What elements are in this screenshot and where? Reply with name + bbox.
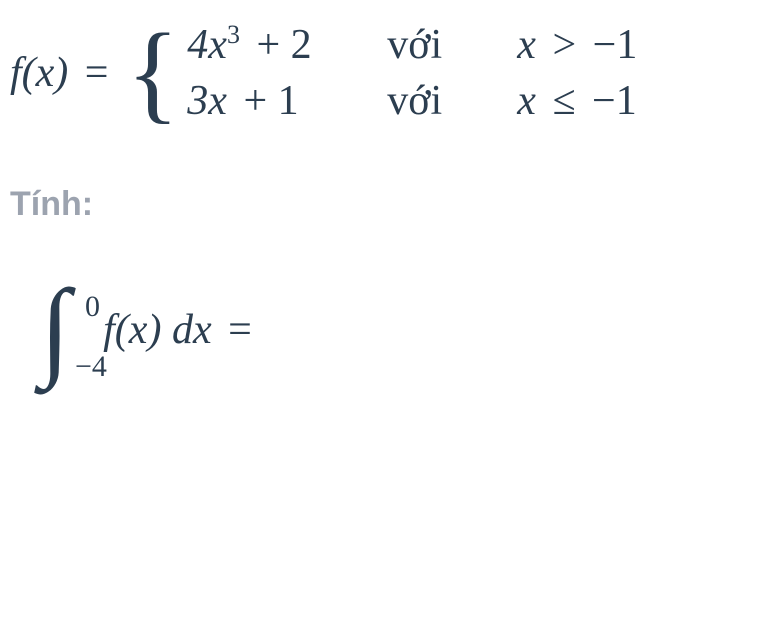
expr-1-exponent: 3 [227, 20, 240, 49]
expr-1-rest: + 2 [246, 22, 312, 68]
expr-2-base: 3x [187, 78, 227, 124]
case-2-expression: 3x + 1 [187, 77, 387, 125]
left-brace: { [126, 23, 179, 122]
cond-1-val: −1 [593, 22, 638, 68]
expr-1-base: 4x [187, 22, 227, 68]
differential: dx [161, 307, 211, 353]
integral-upper-bound: 0 [85, 290, 100, 324]
case-1-condition: x > −1 [517, 21, 637, 69]
integral-symbol: ∫ [40, 267, 70, 389]
function-name: f(x) = [10, 49, 114, 97]
integral-sign: ∫ 0 −4 [40, 284, 70, 376]
integral-equals: = [218, 307, 252, 353]
cond-2-val: −1 [592, 78, 637, 124]
piecewise-function: f(x) = { 4x3 + 2 với x > −1 3x + 1 với x… [10, 20, 774, 125]
case-1-expression: 4x3 + 2 [187, 20, 387, 69]
integral-lower-bound: −4 [75, 350, 107, 384]
case-2-condition: x ≤ −1 [517, 77, 636, 125]
case-row-1: 4x3 + 2 với x > −1 [187, 20, 637, 69]
integrand-func: f(x) [103, 307, 161, 353]
cases-list: 4x3 + 2 với x > −1 3x + 1 với x ≤ −1 [187, 20, 637, 125]
fx-text: f(x) [10, 50, 68, 96]
case-row-2: 3x + 1 với x ≤ −1 [187, 77, 637, 125]
cond-1-op: > [542, 22, 587, 68]
expr-2-rest: + 1 [233, 78, 299, 124]
equals-sign: = [74, 50, 108, 96]
definite-integral: ∫ 0 −4 f(x) dx = [10, 284, 774, 376]
case-1-with: với [387, 21, 517, 69]
compute-label: Tính: [10, 185, 774, 224]
cond-2-var: x [517, 78, 536, 124]
integrand: f(x) dx = [103, 306, 258, 354]
cond-2-op: ≤ [542, 78, 586, 124]
cond-1-var: x [517, 22, 536, 68]
case-2-with: với [387, 77, 517, 125]
